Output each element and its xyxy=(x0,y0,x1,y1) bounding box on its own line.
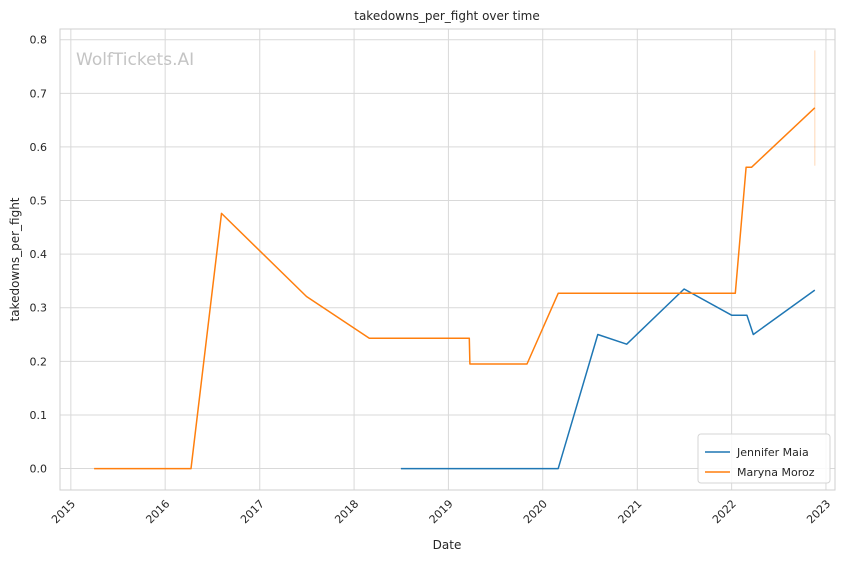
y-tick-label: 0.3 xyxy=(30,302,48,315)
legend-label-jennifer-maia: Jennifer Maia xyxy=(736,446,809,459)
chart-title: takedowns_per_fight over time xyxy=(354,9,540,23)
y-tick-label: 0.2 xyxy=(30,355,48,368)
y-axis-title: takedowns_per_fight xyxy=(8,197,22,321)
x-tick-label: 2021 xyxy=(616,497,645,526)
x-tick-label: 2023 xyxy=(804,497,833,526)
y-tick-label: 0.6 xyxy=(30,141,48,154)
x-tick-label: 2022 xyxy=(710,497,739,526)
x-tick-label: 2016 xyxy=(143,497,172,526)
x-axis-ticks: 2015 2016 2017 2018 2019 2020 2021 2022 2023 xyxy=(49,497,833,526)
y-tick-label: 0.5 xyxy=(30,195,48,208)
y-tick-label: 0.0 xyxy=(30,463,48,476)
x-tick-label: 2019 xyxy=(427,497,456,526)
x-axis-title: Date xyxy=(433,538,462,552)
series-line-maryna-moroz xyxy=(94,107,816,470)
x-tick-label: 2015 xyxy=(49,497,78,526)
series-lines xyxy=(94,50,816,470)
y-tick-label: 0.4 xyxy=(30,248,48,261)
y-axis-ticks: 0.0 0.1 0.2 0.3 0.4 0.5 0.6 0.7 0.8 xyxy=(30,34,48,476)
y-tick-label: 0.7 xyxy=(30,87,48,100)
legend-label-maryna-moroz: Maryna Moroz xyxy=(737,466,815,479)
legend-box xyxy=(697,433,831,484)
legend: Jennifer Maia Maryna Moroz xyxy=(697,433,831,484)
y-tick-label: 0.8 xyxy=(30,34,48,47)
x-tick-label: 2020 xyxy=(521,497,550,526)
grid xyxy=(60,29,835,490)
x-tick-label: 2018 xyxy=(332,497,361,526)
watermark-text: WolfTickets.AI xyxy=(76,50,194,70)
series-line-jennifer-maia xyxy=(400,288,816,470)
y-tick-label: 0.1 xyxy=(30,409,48,422)
plot-area-frame xyxy=(59,28,836,491)
x-tick-label: 2017 xyxy=(238,497,267,526)
